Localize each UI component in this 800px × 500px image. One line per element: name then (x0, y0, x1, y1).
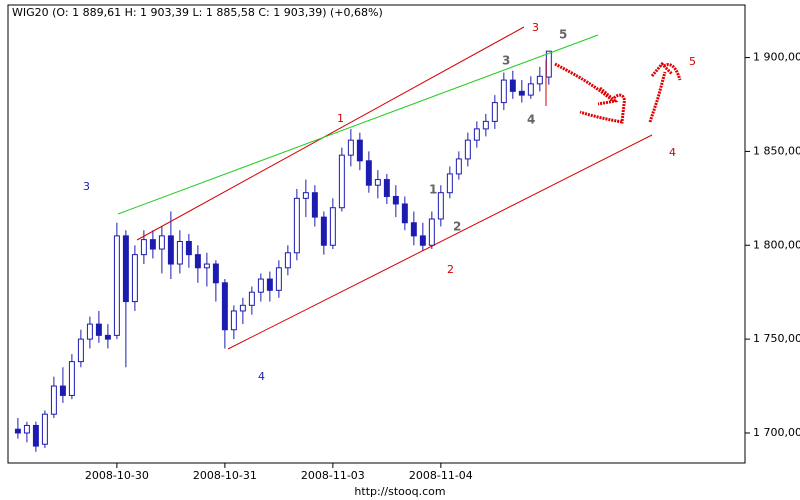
candle-body (482, 120, 489, 130)
candle-body (104, 334, 111, 340)
candle-body (392, 195, 399, 205)
x-tick-label: 2008-10-31 (193, 469, 257, 482)
candle-body (194, 254, 201, 269)
annotation: 3 (83, 180, 90, 193)
candle-body (347, 139, 354, 156)
candle-body (149, 239, 156, 250)
candle-body (140, 239, 147, 256)
candle-body (23, 424, 30, 434)
up-arrow (648, 61, 682, 123)
candle-body (167, 235, 174, 265)
y-tick-label: 1 750,00 (753, 332, 800, 345)
candle-body (356, 139, 363, 162)
candle-body (311, 192, 318, 218)
annotation: 3 (532, 21, 539, 34)
candle-body (41, 413, 48, 445)
x-tick-label: 2008-10-30 (85, 469, 149, 482)
down-arrow (554, 62, 626, 124)
plot-frame (7, 4, 746, 464)
annotation: 2 (453, 220, 461, 234)
candle-body (419, 235, 426, 246)
trend-line (117, 34, 599, 215)
candle-body (365, 160, 372, 186)
x-tick-label: 2008-11-04 (409, 469, 473, 482)
candle-body (275, 267, 282, 291)
candle-body (446, 173, 453, 194)
candle-body (86, 323, 93, 340)
candle-body (113, 235, 120, 336)
annotation: 2 (447, 263, 454, 276)
y-tick-label: 1 900,00 (753, 51, 800, 64)
annotation: 4 (527, 113, 535, 127)
candle-body (320, 216, 327, 246)
annotation: 4 (258, 370, 265, 383)
annotation: 5 (559, 28, 567, 42)
annotation: 4 (669, 146, 676, 159)
candle-body (203, 263, 210, 269)
candle-body (374, 179, 381, 186)
candle-body (338, 154, 345, 209)
marks: 1 700,00 1 750,00 1 800,00 1 850,00 1 900,00… (14, 50, 800, 482)
candle-body (536, 75, 543, 85)
candle-body (509, 79, 516, 92)
candle-body (95, 323, 102, 336)
candle-body (401, 203, 408, 224)
candle-body (428, 218, 435, 246)
candle-body (329, 207, 336, 246)
candle-body (257, 278, 264, 293)
annotation: 3 (502, 54, 510, 68)
footer: http://stooq.com (354, 485, 445, 498)
candle-body (464, 139, 471, 160)
lower-channel (227, 134, 653, 350)
candle-body (518, 90, 525, 96)
candle-body (284, 252, 291, 269)
candle-body (185, 241, 192, 256)
y-tick-label: 1 700,00 (753, 426, 800, 439)
candle-body (14, 428, 21, 434)
candle-body (68, 361, 75, 396)
candle-body (266, 278, 273, 291)
annotation: 1 (429, 183, 437, 197)
candle-body (230, 310, 237, 331)
candle-body (131, 254, 138, 303)
candle-body (221, 282, 228, 331)
candle-body (527, 83, 534, 96)
candle-body (455, 158, 462, 175)
drawings (117, 26, 682, 350)
candle-body (77, 338, 84, 363)
candle-body (500, 79, 507, 104)
y-tick-label: 1 800,00 (753, 238, 800, 251)
candle-body (491, 102, 498, 122)
candle-body (59, 385, 66, 396)
candle-body (302, 192, 309, 199)
candle-body (248, 291, 255, 306)
candle-body (32, 424, 39, 447)
candle-body (410, 222, 417, 237)
candle-body (239, 304, 246, 312)
candle-body (158, 235, 165, 250)
upper-channel (136, 26, 525, 241)
candle-body (383, 179, 390, 197)
candle-body (293, 197, 300, 254)
annotation: 5 (689, 55, 696, 68)
annotation: 1 (337, 112, 344, 125)
candle-body (437, 192, 444, 220)
candle-body (212, 263, 219, 284)
candle-body (122, 235, 129, 303)
candle-body (473, 128, 480, 141)
candle-body (176, 241, 183, 265)
candle-body (545, 50, 552, 78)
x-tick-label: 2008-11-03 (301, 469, 365, 482)
chart-title: WIG20 (O: 1 889,61 H: 1 903,39 L: 1 885,… (12, 6, 383, 19)
y-tick-label: 1 850,00 (753, 144, 800, 157)
candle-body (50, 385, 57, 415)
